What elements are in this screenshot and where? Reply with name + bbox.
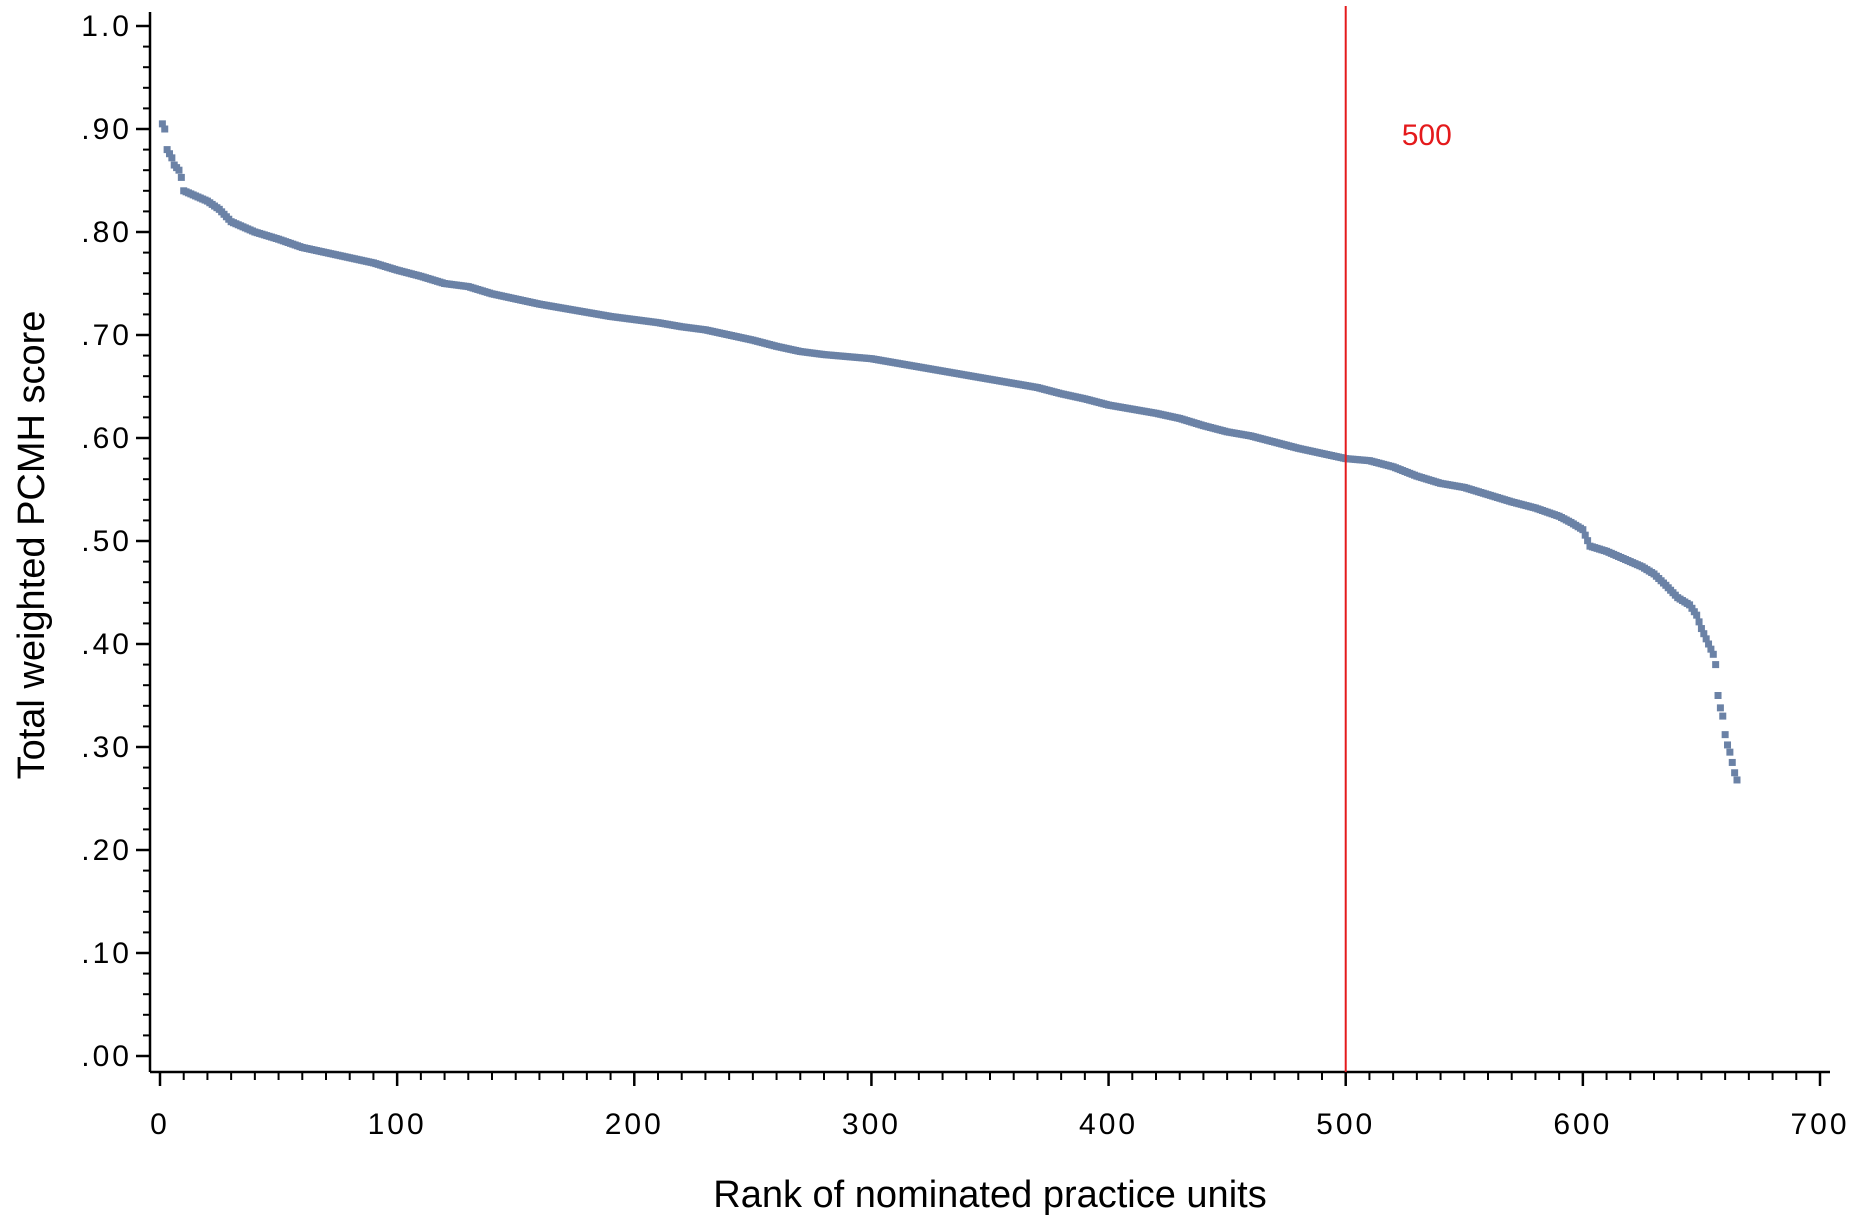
- x-minor-ticks: [182, 1072, 1798, 1080]
- data-point: [1733, 776, 1741, 784]
- data-point: [1719, 712, 1727, 720]
- y-tick-label: .70: [81, 319, 132, 352]
- x-tick-label: 600: [1553, 1108, 1612, 1141]
- x-axis-title: Rank of nominated practice units: [713, 1174, 1266, 1216]
- y-tick-label: .20: [81, 834, 132, 867]
- data-point: [1702, 635, 1710, 643]
- data-point: [1705, 640, 1713, 648]
- x-tick-label: 500: [1316, 1108, 1375, 1141]
- y-axis-title: Total weighted PCMH score: [11, 311, 53, 780]
- data-point: [175, 166, 183, 174]
- data-point: [1724, 741, 1732, 749]
- data-point: [1728, 758, 1736, 766]
- y-tick-label: .50: [81, 525, 132, 558]
- x-tick-label: 700: [1790, 1108, 1849, 1141]
- x-tick-label: 0: [150, 1108, 170, 1141]
- y-minor-ticks: [143, 45, 150, 1037]
- y-tick-label: .00: [81, 1040, 132, 1073]
- y-major-ticks: .00 .10 .20 .30 .40 .50 .60 .70 .80 .90 1.0: [81, 10, 150, 1073]
- y-tick-label: .10: [81, 937, 132, 970]
- data-point: [1707, 645, 1715, 653]
- x-tick-label: 400: [1079, 1108, 1138, 1141]
- y-tick-label: 1.0: [81, 10, 132, 43]
- data-point: [1579, 526, 1587, 534]
- data-point: [165, 150, 173, 158]
- x-tick-label: 100: [368, 1108, 427, 1141]
- data-point: [1581, 531, 1589, 539]
- data-point: [1697, 625, 1705, 633]
- y-tick-label: .60: [81, 422, 132, 455]
- data-points: [158, 120, 1741, 784]
- reference-line-label: 500: [1402, 119, 1452, 152]
- data-point: [1731, 769, 1739, 777]
- data-point: [1716, 704, 1724, 712]
- data-point: [1712, 661, 1720, 669]
- data-point: [1693, 611, 1701, 619]
- data-point: [1726, 748, 1734, 756]
- data-point: [1714, 692, 1722, 699]
- plot-area: .00 .10 .20 .30 .40 .50 .60 .70 .80 .90 1.0 0 100 20…: [81, 6, 1849, 1141]
- data-point: [177, 173, 185, 181]
- data-point: [1584, 537, 1592, 545]
- data-point: [163, 146, 171, 154]
- x-major-ticks: 0 100 200 300 400 500 600 700: [150, 1072, 1849, 1141]
- data-point: [168, 154, 176, 162]
- data-point: [1695, 618, 1703, 626]
- data-point: [1709, 650, 1717, 658]
- data-point: [1700, 630, 1708, 638]
- data-point: [1721, 731, 1729, 739]
- x-tick-label: 300: [842, 1108, 901, 1141]
- data-point: [158, 120, 166, 128]
- y-tick-label: .80: [81, 216, 132, 249]
- y-tick-label: .40: [81, 628, 132, 661]
- y-tick-label: .90: [81, 113, 132, 146]
- data-point: [161, 125, 169, 133]
- y-tick-label: .30: [81, 731, 132, 764]
- x-tick-label: 200: [605, 1108, 664, 1141]
